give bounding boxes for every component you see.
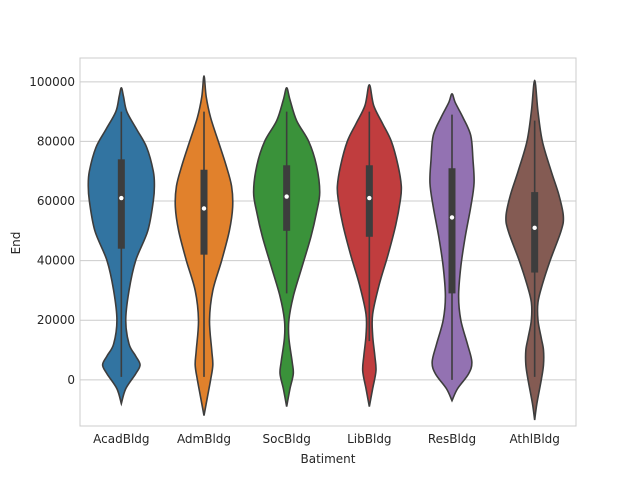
violin-AthlBldg bbox=[505, 79, 565, 421]
x-tick-label: AcadBldg bbox=[93, 432, 149, 446]
y-tick-label: 20000 bbox=[37, 313, 75, 327]
violin-median-marker bbox=[532, 225, 537, 231]
violin-AdmBldg bbox=[174, 75, 234, 416]
violin-median-marker bbox=[367, 195, 372, 201]
y-tick-label: 40000 bbox=[37, 254, 75, 268]
x-tick-label: SocBldg bbox=[262, 432, 310, 446]
violin-iqr-box bbox=[531, 192, 539, 273]
violin-iqr-box bbox=[448, 168, 456, 294]
plot-frame bbox=[79, 57, 577, 427]
violin-median-marker bbox=[119, 195, 124, 201]
y-tick-label: 80000 bbox=[37, 134, 75, 148]
violin-median-marker bbox=[449, 215, 455, 220]
x-axis-label: Batiment bbox=[300, 452, 355, 466]
violin-LibBldg bbox=[336, 84, 403, 407]
violin-iqr-box bbox=[365, 165, 373, 237]
violin-median-marker bbox=[284, 194, 289, 199]
x-tick-label: LibBldg bbox=[347, 432, 391, 446]
violin-median-marker bbox=[201, 206, 207, 211]
y-axis-label: End bbox=[9, 232, 23, 255]
violins-group bbox=[87, 75, 565, 421]
x-axis-ticks: AcadBldg AdmBldg SocBldg LibBldg ResBldg Athl… bbox=[93, 432, 560, 446]
violin-AcadBldg bbox=[87, 86, 156, 407]
violin-ResBldg bbox=[429, 92, 475, 403]
y-tick-label: 100000 bbox=[29, 75, 75, 89]
violin-iqr-box bbox=[117, 159, 125, 249]
violin-SocBldg bbox=[252, 86, 321, 407]
y-tick-label: 60000 bbox=[37, 194, 75, 208]
violin-iqr-box bbox=[200, 169, 208, 255]
y-axis-ticks: 0 20000 40000 60000 80000 100000 bbox=[29, 75, 75, 387]
y-tick-label: 0 bbox=[67, 373, 75, 387]
x-tick-label: AthlBldg bbox=[509, 432, 559, 446]
x-tick-label: ResBldg bbox=[428, 432, 476, 446]
grid-lines bbox=[80, 81, 576, 381]
x-tick-label: AdmBldg bbox=[177, 432, 231, 446]
